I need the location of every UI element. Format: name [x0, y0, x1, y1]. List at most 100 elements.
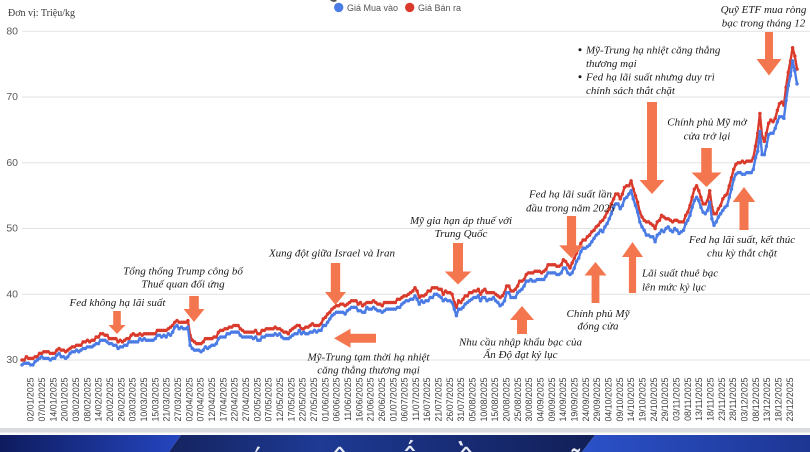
svg-text:cửa trở lại: cửa trở lại — [684, 131, 731, 143]
svg-text:Lãi suất thuê bạc: Lãi suất thuê bạc — [641, 268, 718, 280]
svg-text:14/01/2025: 14/01/2025 — [48, 377, 58, 421]
svg-text:50: 50 — [6, 223, 18, 235]
svg-text:02/01/2025: 02/01/2025 — [26, 377, 36, 421]
svg-text:16/06/2025: 16/06/2025 — [354, 377, 364, 421]
svg-text:Mỹ-Trung tạm thời hạ nhiệt: Mỹ-Trung tạm thời hạ nhiệt — [307, 352, 431, 364]
svg-text:09/10/2025: 09/10/2025 — [615, 377, 625, 421]
svg-text:18/12/2025: 18/12/2025 — [774, 377, 784, 421]
svg-text:02/04/2025: 02/04/2025 — [184, 377, 194, 421]
svg-text:01/07/2025: 01/07/2025 — [388, 377, 398, 421]
svg-text:14/09/2025: 14/09/2025 — [558, 377, 568, 421]
svg-text:10/08/2025: 10/08/2025 — [479, 377, 489, 421]
svg-text:26/02/2025: 26/02/2025 — [116, 377, 126, 421]
svg-text:08/11/2025: 08/11/2025 — [683, 377, 693, 420]
svg-text:đóng cửa: đóng cửa — [577, 321, 619, 333]
svg-text:08/12/2025: 08/12/2025 — [751, 377, 761, 421]
svg-text:Chính phủ Mỹ: Chính phủ Mỹ — [567, 308, 631, 320]
svg-text:17/04/2025: 17/04/2025 — [218, 377, 228, 421]
svg-text:Nhu cầu nhập khẩu bạc của: Nhu cầu nhập khẩu bạc của — [458, 337, 583, 349]
svg-text:06/06/2025: 06/06/2025 — [332, 377, 342, 421]
svg-text:04/10/2025: 04/10/2025 — [604, 377, 614, 421]
svg-text:23/12/2025: 23/12/2025 — [785, 377, 795, 421]
svg-text:21/03/2025: 21/03/2025 — [162, 377, 172, 421]
svg-text:Fed hạ lãi suất nhưng duy trì: Fed hạ lãi suất nhưng duy trì — [585, 72, 715, 84]
svg-text:29/10/2025: 29/10/2025 — [660, 377, 670, 421]
svg-text:60: 60 — [6, 157, 18, 169]
svg-text:18/11/2025: 18/11/2025 — [706, 377, 716, 420]
svg-text:31/07/2025: 31/07/2025 — [456, 377, 466, 421]
svg-text:Xung đột giữa Israel và Iran: Xung đột giữa Israel và Iran — [268, 248, 396, 260]
svg-text:07/01/2025: 07/01/2025 — [37, 377, 47, 421]
svg-text:Mỹ-Trung hạ nhiệt căng thẳng: Mỹ-Trung hạ nhiệt căng thẳng — [585, 45, 721, 57]
svg-text:24/09/2025: 24/09/2025 — [581, 377, 591, 421]
svg-text:Mỹ gia hạn áp thuế với: Mỹ gia hạn áp thuế với — [409, 215, 512, 227]
svg-text:15/08/2025: 15/08/2025 — [490, 377, 500, 421]
svg-text:Ấn Độ đạt kỷ lục: Ấn Độ đạt kỷ lục — [483, 348, 558, 361]
svg-text:Đơn vị: Triệu/kg: Đơn vị: Triệu/kg — [8, 8, 75, 19]
svg-text:bạc trong tháng 12: bạc trong tháng 12 — [722, 18, 806, 30]
svg-text:28/11/2025: 28/11/2025 — [728, 377, 738, 420]
svg-text:Quỹ ETF mua ròng: Quỹ ETF mua ròng — [721, 4, 807, 16]
svg-text:Chính phủ Mỹ mở: Chính phủ Mỹ mở — [667, 117, 748, 129]
svg-text:Giá Mua vào: Giá Mua vào — [347, 3, 398, 13]
svg-text:21/06/2025: 21/06/2025 — [366, 377, 376, 421]
svg-text:15/03/2025: 15/03/2025 — [150, 377, 160, 421]
svg-text:20/08/2025: 20/08/2025 — [502, 377, 512, 421]
svg-text:03/02/2025: 03/02/2025 — [71, 377, 81, 421]
svg-text:70: 70 — [6, 91, 18, 103]
svg-text:19/09/2025: 19/09/2025 — [570, 377, 580, 421]
svg-text:13/12/2025: 13/12/2025 — [762, 377, 772, 421]
svg-text:đầu trong năm 2025: đầu trong năm 2025 — [526, 203, 616, 215]
svg-text:Trung Quốc: Trung Quốc — [435, 228, 488, 240]
svg-text:thương mại: thương mại — [586, 58, 637, 70]
svg-text:Fed hạ lãi suất lần: Fed hạ lãi suất lần — [528, 189, 613, 201]
svg-text:03/11/2025: 03/11/2025 — [672, 377, 682, 420]
svg-text:chính sách thắt chặt: chính sách thắt chặt — [586, 85, 676, 97]
svg-text:27/03/2025: 27/03/2025 — [173, 377, 183, 421]
svg-text:căng thẳng thương mại: căng thẳng thương mại — [317, 365, 420, 377]
svg-text:chu kỳ thắt chặt: chu kỳ thắt chặt — [707, 248, 778, 260]
svg-text:12/05/2025: 12/05/2025 — [275, 377, 285, 421]
svg-text:07/05/2025: 07/05/2025 — [264, 377, 274, 421]
svg-text:Thuế quan đối ứng: Thuế quan đối ứng — [141, 279, 225, 291]
svg-text:20/02/2025: 20/02/2025 — [105, 377, 115, 421]
svg-text:27/05/2025: 27/05/2025 — [309, 377, 319, 421]
svg-text:lên mức kỷ lục: lên mức kỷ lục — [642, 282, 706, 294]
svg-text:03/12/2025: 03/12/2025 — [740, 377, 750, 421]
svg-text:Fed không hạ lãi suất: Fed không hạ lãi suất — [69, 297, 167, 309]
svg-text:Tổng thống Trump công bố: Tổng thống Trump công bố — [123, 266, 244, 278]
svg-text:26/07/2025: 26/07/2025 — [445, 377, 455, 421]
svg-text:23/11/2025: 23/11/2025 — [717, 377, 727, 420]
svg-text:04/09/2025: 04/09/2025 — [536, 377, 546, 421]
svg-text:09/09/2025: 09/09/2025 — [547, 377, 557, 421]
svg-text:17/05/2025: 17/05/2025 — [286, 377, 296, 421]
svg-text:06/07/2025: 06/07/2025 — [400, 377, 410, 421]
svg-text:16/07/2025: 16/07/2025 — [422, 377, 432, 421]
svg-text:02/05/2025: 02/05/2025 — [252, 377, 262, 421]
svg-text:01/06/2025: 01/06/2025 — [320, 377, 330, 421]
svg-text:20/01/2025: 20/01/2025 — [60, 377, 70, 421]
svg-text:Fed hạ lãi suất, kết thúc: Fed hạ lãi suất, kết thúc — [688, 234, 795, 246]
svg-text:24/10/2025: 24/10/2025 — [649, 377, 659, 421]
svg-text:11/07/2025: 11/07/2025 — [411, 377, 421, 420]
svg-text:08/02/2025: 08/02/2025 — [82, 377, 92, 421]
svg-text:Giá Bán ra: Giá Bán ra — [418, 3, 461, 13]
svg-text:29/09/2025: 29/09/2025 — [592, 377, 602, 421]
svg-text:26/06/2025: 26/06/2025 — [377, 377, 387, 421]
svg-text:13/11/2025: 13/11/2025 — [694, 377, 704, 420]
svg-text:11/06/2025: 11/06/2025 — [343, 377, 353, 420]
svg-text:07/04/2025: 07/04/2025 — [196, 377, 206, 421]
svg-text:12/04/2025: 12/04/2025 — [207, 377, 217, 421]
svg-text:30/08/2025: 30/08/2025 — [524, 377, 534, 421]
svg-text:22/05/2025: 22/05/2025 — [298, 377, 308, 421]
svg-text:25/08/2025: 25/08/2025 — [513, 377, 523, 421]
svg-text:27/04/2025: 27/04/2025 — [241, 377, 251, 421]
svg-text:10/03/2025: 10/03/2025 — [139, 377, 149, 421]
svg-text:80: 80 — [6, 25, 18, 37]
svg-text:40: 40 — [6, 288, 18, 300]
svg-text:22/04/2025: 22/04/2025 — [230, 377, 240, 421]
svg-text:30: 30 — [6, 354, 18, 366]
svg-text:14/10/2025: 14/10/2025 — [626, 377, 636, 421]
svg-text:03/03/2025: 03/03/2025 — [128, 377, 138, 421]
svg-text:19/10/2025: 19/10/2025 — [638, 377, 648, 421]
